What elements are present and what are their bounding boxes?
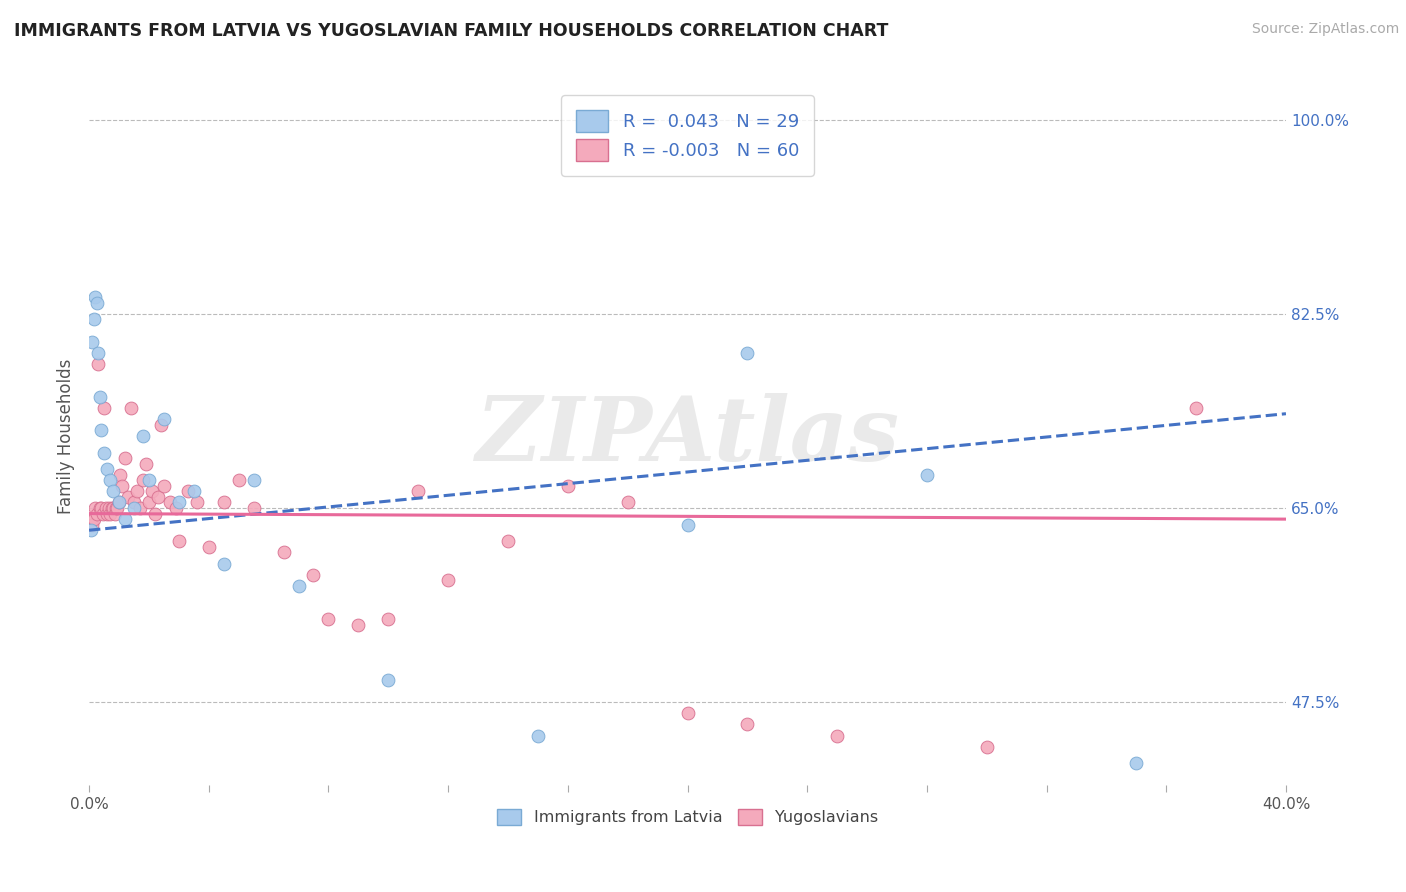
Point bbox=[101, 484, 124, 499]
Text: ZIPAtlas: ZIPAtlas bbox=[477, 392, 898, 479]
Point bbox=[149, 417, 172, 432]
Point bbox=[302, 567, 325, 582]
Point bbox=[90, 423, 112, 437]
Point bbox=[89, 501, 111, 516]
Point bbox=[141, 484, 163, 499]
Point bbox=[84, 290, 107, 304]
Point bbox=[93, 401, 115, 416]
Point bbox=[915, 467, 938, 482]
Text: IMMIGRANTS FROM LATVIA VS YUGOSLAVIAN FAMILY HOUSEHOLDS CORRELATION CHART: IMMIGRANTS FROM LATVIA VS YUGOSLAVIAN FA… bbox=[14, 22, 889, 40]
Point bbox=[676, 706, 699, 721]
Point bbox=[79, 512, 101, 526]
Point bbox=[111, 479, 134, 493]
Point bbox=[177, 484, 200, 499]
Point bbox=[242, 473, 264, 487]
Point bbox=[86, 295, 108, 310]
Point bbox=[129, 501, 152, 516]
Point bbox=[186, 495, 208, 509]
Point bbox=[273, 545, 295, 559]
Point bbox=[287, 579, 309, 593]
Point bbox=[153, 412, 176, 426]
Point bbox=[83, 512, 105, 526]
Point bbox=[86, 507, 108, 521]
Point bbox=[496, 534, 519, 549]
Point bbox=[117, 490, 139, 504]
Point bbox=[89, 390, 111, 404]
Point bbox=[437, 573, 460, 587]
Point bbox=[1125, 756, 1147, 771]
Point bbox=[107, 501, 129, 516]
Point bbox=[87, 357, 110, 371]
Point bbox=[557, 479, 579, 493]
Point bbox=[146, 490, 169, 504]
Point bbox=[96, 462, 118, 476]
Point bbox=[318, 612, 340, 626]
Point bbox=[91, 507, 114, 521]
Point bbox=[527, 729, 550, 743]
Point bbox=[108, 495, 131, 509]
Point bbox=[100, 501, 122, 516]
Point bbox=[183, 484, 205, 499]
Point bbox=[143, 507, 166, 521]
Point bbox=[132, 473, 155, 487]
Point bbox=[825, 729, 848, 743]
Point bbox=[101, 501, 124, 516]
Point bbox=[87, 345, 110, 359]
Point bbox=[125, 484, 148, 499]
Y-axis label: Family Households: Family Households bbox=[58, 359, 75, 514]
Text: Source: ZipAtlas.com: Source: ZipAtlas.com bbox=[1251, 22, 1399, 37]
Point bbox=[132, 429, 155, 443]
Point bbox=[79, 523, 101, 537]
Point bbox=[138, 495, 160, 509]
Point bbox=[90, 501, 112, 516]
Point bbox=[98, 473, 121, 487]
Point bbox=[108, 495, 131, 509]
Point bbox=[135, 457, 157, 471]
Point bbox=[1185, 401, 1208, 416]
Point bbox=[80, 334, 103, 349]
Point bbox=[97, 501, 120, 516]
Point bbox=[98, 507, 121, 521]
Point bbox=[138, 473, 160, 487]
Point bbox=[737, 345, 759, 359]
Point bbox=[159, 495, 181, 509]
Point bbox=[93, 445, 115, 459]
Point bbox=[96, 507, 118, 521]
Point bbox=[737, 717, 759, 731]
Point bbox=[83, 312, 105, 326]
Point bbox=[84, 501, 107, 516]
Point bbox=[347, 617, 370, 632]
Point bbox=[377, 673, 399, 687]
Point bbox=[114, 451, 136, 466]
Point bbox=[676, 517, 699, 532]
Point bbox=[110, 467, 132, 482]
Point bbox=[165, 501, 187, 516]
Point bbox=[114, 512, 136, 526]
Point bbox=[120, 401, 142, 416]
Point bbox=[122, 501, 145, 516]
Legend: Immigrants from Latvia, Yugoslavians: Immigrants from Latvia, Yugoslavians bbox=[489, 801, 886, 833]
Point bbox=[242, 501, 264, 516]
Point bbox=[122, 495, 145, 509]
Point bbox=[167, 495, 190, 509]
Point bbox=[976, 739, 998, 754]
Point bbox=[616, 495, 638, 509]
Point bbox=[197, 540, 219, 554]
Point bbox=[94, 501, 117, 516]
Point bbox=[153, 479, 176, 493]
Point bbox=[105, 501, 128, 516]
Point bbox=[167, 534, 190, 549]
Point bbox=[212, 557, 235, 571]
Point bbox=[103, 507, 125, 521]
Point bbox=[377, 612, 399, 626]
Point bbox=[406, 484, 429, 499]
Point bbox=[228, 473, 250, 487]
Point bbox=[212, 495, 235, 509]
Point bbox=[80, 517, 103, 532]
